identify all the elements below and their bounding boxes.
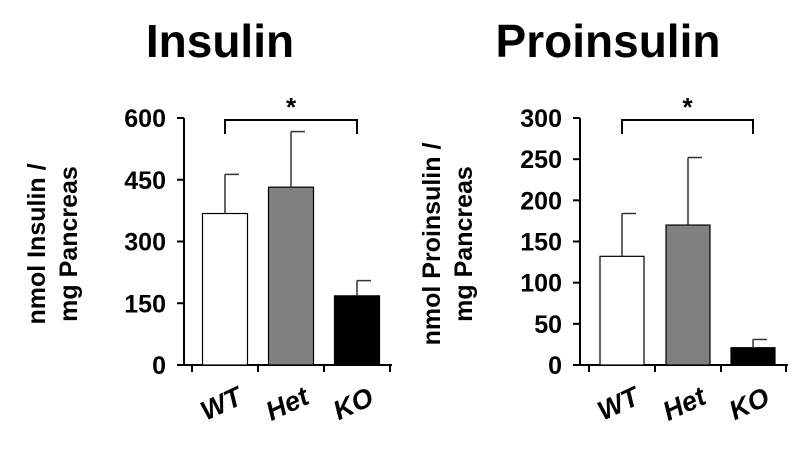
insulin-significance-bracket [224, 119, 358, 134]
proinsulin-bar-wt [599, 255, 645, 366]
proinsulin-y-axis-label-line2: mg Pancreas [450, 166, 478, 322]
insulin-category-label-het: Het [261, 381, 314, 427]
proinsulin-panel: Proinsulin nmol Proinsulin / mg Pancreas… [418, 15, 788, 427]
insulin-bar-het [267, 186, 315, 366]
proinsulin-y-tick-label: 0 [548, 352, 562, 380]
insulin-y-tick-label: 300 [124, 229, 166, 257]
proinsulin-chart-title: Proinsulin [496, 15, 721, 67]
proinsulin-y-tick-label: 100 [520, 270, 562, 298]
proinsulin-bar-het [665, 224, 711, 366]
insulin-y-tick-label: 450 [124, 167, 166, 195]
proinsulin-significance-star: * [682, 92, 693, 122]
proinsulin-y-tick-label: 250 [520, 146, 562, 174]
insulin-category-label-wt: WT [196, 380, 249, 426]
insulin-significance-star: * [286, 92, 297, 122]
proinsulin-category-label-ko: KO [725, 382, 774, 426]
insulin-category-label-ko: KO [329, 382, 378, 426]
insulin-y-axis-label-line1: nmol Insulin / [23, 163, 51, 324]
insulin-chart-title: Insulin [146, 15, 294, 67]
proinsulin-y-tick-label: 150 [520, 229, 562, 257]
insulin-y-tick-label: 600 [124, 105, 166, 133]
proinsulin-category-label-het: Het [658, 381, 711, 427]
insulin-bar-ko [333, 295, 381, 366]
proinsulin-significance-bracket [621, 119, 754, 134]
proinsulin-y-axis-label-line1: nmol Proinsulin / [418, 143, 446, 346]
proinsulin-y-tick-label: 200 [520, 187, 562, 215]
insulin-y-axis-label-line2: mg Pancreas [55, 166, 83, 322]
proinsulin-y-tick-label: 50 [534, 311, 562, 339]
proinsulin-bar-ko [730, 347, 776, 366]
insulin-bar-wt [201, 212, 249, 366]
insulin-y-tick-label: 150 [124, 290, 166, 318]
insulin-panel: Insulin nmol Insulin / mg Pancreas 0 150 3… [23, 15, 392, 427]
proinsulin-category-label-wt: WT [593, 380, 646, 426]
proinsulin-y-tick-label: 300 [520, 105, 562, 133]
insulin-y-tick-label: 0 [152, 352, 166, 380]
